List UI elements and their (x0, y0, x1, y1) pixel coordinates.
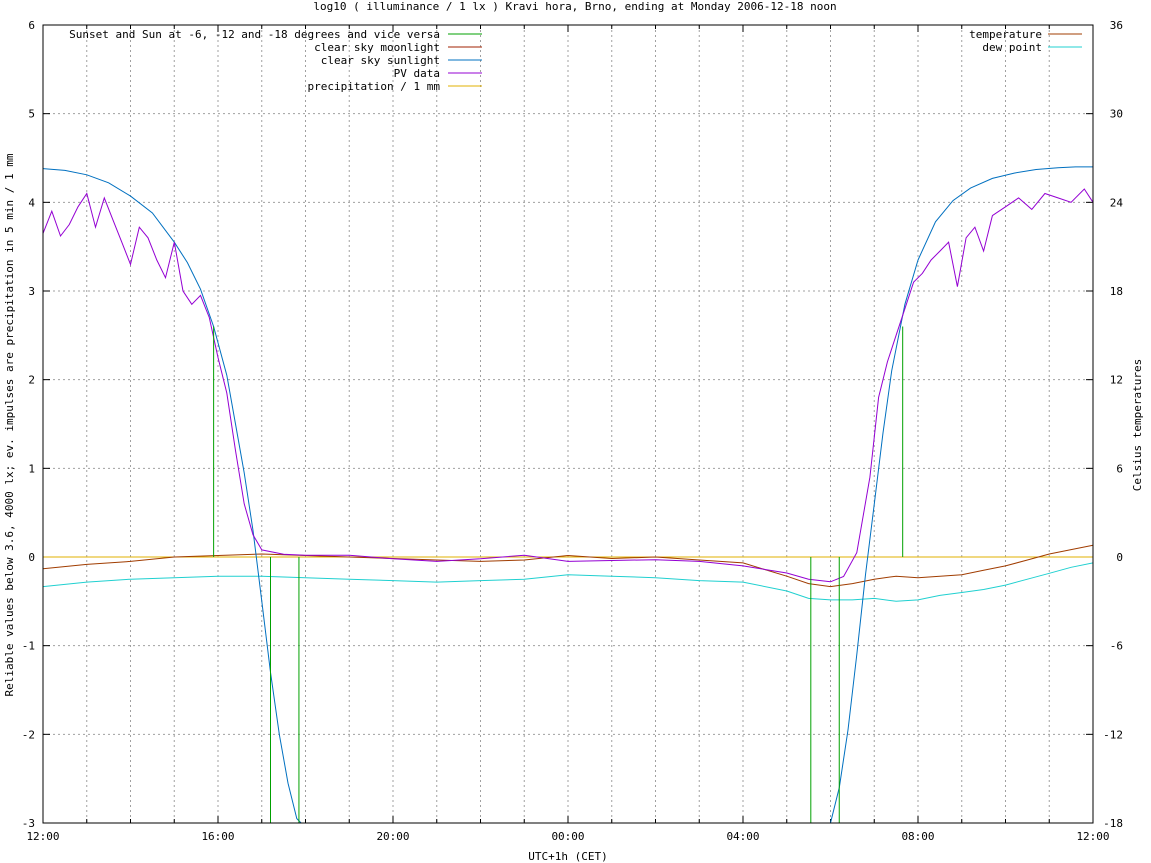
legend: Sunset and Sun at -6, -12 and -18 degree… (69, 28, 1082, 93)
y2-tick-label: 30 (1110, 108, 1123, 121)
x-tick-label: 04:00 (726, 830, 759, 843)
y2-tick-label: 12 (1110, 374, 1123, 387)
y2-tick-label: 24 (1110, 196, 1124, 209)
legend-label: Sunset and Sun at -6, -12 and -18 degree… (69, 28, 440, 41)
y2-tick-label: 18 (1110, 285, 1123, 298)
y-tick-label: 5 (28, 108, 35, 121)
legend-label: clear sky sunlight (321, 54, 440, 67)
y-tick-label: 1 (28, 462, 35, 475)
y2-tick-label: 6 (1116, 462, 1123, 475)
chart-title: log10 ( illuminance / 1 lx ) Kravi hora,… (313, 0, 836, 13)
y2-tick-label: -18 (1103, 817, 1123, 830)
y-tick-label: -3 (22, 817, 35, 830)
y-tick-label: 3 (28, 285, 35, 298)
x-tick-label: 20:00 (376, 830, 409, 843)
y2-tick-label: 0 (1116, 551, 1123, 564)
legend-label: temperature (969, 28, 1042, 41)
y-tick-label: 6 (28, 19, 35, 32)
plot-frame (42, 24, 1094, 824)
series-line-dew-point (42, 562, 1094, 602)
x-tick-label: 16:00 (201, 830, 234, 843)
y-tick-label: 2 (28, 374, 35, 387)
x-tick-label: 00:00 (551, 830, 584, 843)
y-tick-label: 0 (28, 551, 35, 564)
grid (43, 25, 1093, 823)
y2-tick-label: -12 (1103, 728, 1123, 741)
axis-ticks: 12:00 16:00 20:00 00:00 04:00 08:00 12:00-3-2-… (22, 19, 1124, 843)
y-axis-label: Reliable values below 3.6, 4000 lx; ev. … (3, 153, 16, 696)
x-axis-label: UTC+1h (CET) (528, 850, 607, 863)
legend-label: clear sky moonlight (314, 41, 440, 54)
y2-tick-label: -6 (1110, 640, 1123, 653)
x-tick-label: 08:00 (901, 830, 934, 843)
y-tick-label: -2 (22, 728, 35, 741)
y2-axis-label: Celsius temperatures (1131, 359, 1144, 491)
y2-tick-label: 36 (1110, 19, 1123, 32)
series-line-temperature (42, 544, 1094, 588)
legend-label: PV data (394, 67, 440, 80)
series-line-pv-data (42, 188, 1094, 583)
y-tick-label: -1 (22, 640, 35, 653)
y-tick-label: 4 (28, 196, 35, 209)
legend-label: dew point (982, 41, 1042, 54)
legend-label: precipitation / 1 mm (308, 80, 441, 93)
x-tick-label: 12:00 (26, 830, 59, 843)
x-tick-label: 12:00 (1076, 830, 1109, 843)
